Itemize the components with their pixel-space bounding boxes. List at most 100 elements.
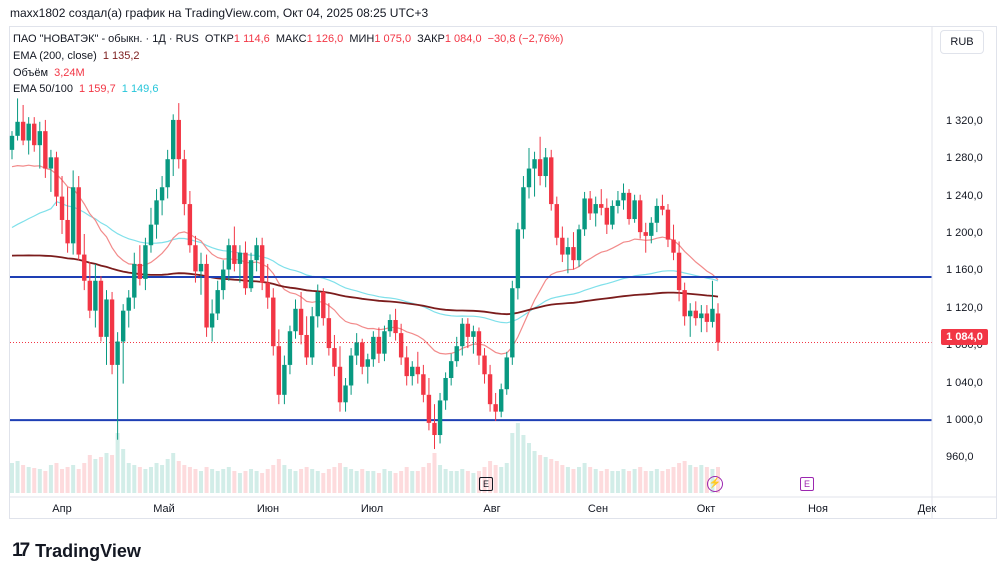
candle-body [354, 342, 359, 356]
volume-bar [337, 463, 342, 493]
volume-bar [454, 471, 459, 493]
volume-bar [304, 467, 309, 493]
volume-bar [643, 471, 648, 493]
split-icon[interactable]: ⚡ [707, 476, 723, 492]
volume-bar [137, 467, 142, 493]
volume-bar [98, 457, 103, 493]
candle-body [65, 219, 70, 244]
legend-open-label: ОТКР [204, 33, 234, 45]
legend-volume[interactable]: Объём 3,24M [13, 67, 88, 79]
volume-bar [426, 463, 431, 493]
candle-body [565, 247, 571, 255]
volume-bar [310, 469, 315, 493]
volume-bar [654, 469, 659, 493]
dividends-marker[interactable]: E [800, 477, 814, 491]
earnings-marker[interactable]: E [479, 477, 493, 491]
candle-body [332, 348, 337, 367]
candle-body [571, 247, 576, 261]
chart-frame[interactable] [9, 26, 997, 519]
volume-bar [237, 473, 242, 493]
volume-bar [688, 465, 693, 493]
candle-body [676, 252, 682, 291]
legend-close: 1 084,0 [444, 33, 482, 45]
candle-body [710, 308, 715, 322]
volume-bar [677, 463, 682, 493]
candle-body [221, 269, 226, 291]
legend-symbol: ПАО "НОВАТЭК" - обыкн. · 1Д · RUS [13, 33, 199, 45]
candle-body [293, 308, 298, 332]
candle-body [287, 331, 293, 365]
volume-bar [510, 433, 515, 493]
candle-body [120, 310, 126, 342]
candle-body [237, 252, 243, 264]
candle-body [337, 366, 343, 403]
moving-averages [11, 164, 719, 355]
price-tick: 1 280,0 [946, 152, 983, 165]
time-tick: Апр [52, 503, 72, 515]
candle-body [76, 187, 81, 255]
candle-body [226, 245, 232, 270]
volume-bar [538, 455, 543, 493]
ema100-line [11, 200, 719, 324]
volume-bar [577, 467, 582, 493]
time-tick: Окт [696, 503, 716, 515]
volume-bar [604, 469, 609, 493]
candle-body [276, 346, 282, 395]
volume-bar [182, 465, 187, 493]
time-tick: Дек [917, 503, 937, 515]
legend-ema200[interactable]: EMA (200, close) 1 135,2 [13, 50, 143, 62]
volume-bar [110, 455, 115, 493]
legend-low-label: МИН [349, 33, 375, 45]
candle-body [259, 245, 265, 283]
logo-mark: 17 [12, 540, 30, 561]
volume-bar [349, 469, 354, 493]
volume-bar [376, 473, 381, 493]
candle-body [165, 159, 170, 188]
time-tick: Июл [360, 503, 384, 515]
volume-bar [148, 467, 153, 493]
volume-bar [15, 461, 20, 493]
price-tick: 1 200,0 [946, 227, 983, 239]
candle-body [437, 400, 443, 436]
candle-body [665, 209, 671, 240]
ema200-line [11, 254, 719, 316]
price-tick: 1 240,0 [946, 189, 983, 202]
candle-body [309, 316, 315, 358]
candle-body [515, 229, 521, 289]
time-tick: Ноя [807, 503, 829, 515]
legend-ema50-100[interactable]: EMA 50/100 1 159,7 1 149,6 [13, 83, 161, 95]
candle-body [526, 168, 532, 188]
volume-bar [65, 467, 70, 493]
candle-body [143, 245, 148, 279]
volume-bars [10, 423, 720, 493]
candle-body [43, 131, 48, 169]
candle-body [660, 205, 665, 210]
currency-button[interactable]: RUB [940, 30, 984, 54]
volume-bar [332, 467, 337, 493]
candle-body [382, 331, 387, 354]
candle-body [232, 245, 237, 264]
legend-open: 1 114,6 [233, 33, 270, 45]
volume-bar [10, 463, 14, 493]
candle-body [321, 291, 326, 319]
candle-body [532, 159, 537, 169]
candle-body [15, 121, 20, 136]
candle-body [688, 310, 693, 317]
candle-body [70, 187, 76, 244]
candle-body [148, 224, 154, 246]
volume-bar [471, 473, 476, 493]
volume-bar [249, 469, 254, 493]
candle-body [543, 157, 548, 177]
candle-body [510, 288, 515, 358]
volume-bar [410, 471, 415, 493]
tradingview-logo[interactable]: 17 TradingView [12, 540, 141, 562]
candle-body [182, 159, 187, 205]
volume-bar [321, 473, 326, 493]
candle-body [87, 280, 93, 311]
volume-bar [649, 471, 654, 493]
candle-body [465, 323, 471, 337]
candle-body [693, 310, 698, 319]
candle-body [482, 355, 487, 375]
volume-label: Объём [13, 67, 49, 79]
